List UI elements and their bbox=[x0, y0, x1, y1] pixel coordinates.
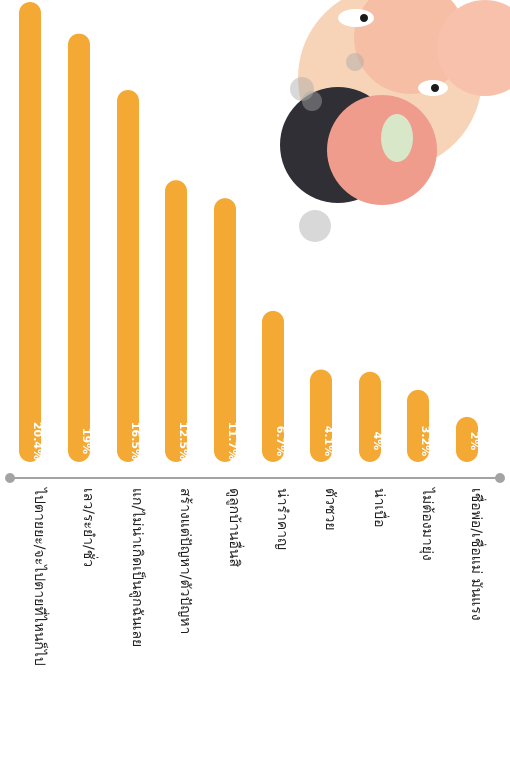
illustration-pupil-2 bbox=[431, 84, 439, 92]
bar-7 bbox=[359, 371, 381, 462]
category-label-8: ไม่ต้องมายุ่ง bbox=[419, 487, 436, 561]
illustration-second-face bbox=[354, 0, 466, 94]
bar-4 bbox=[214, 198, 236, 463]
illustration-third-face bbox=[437, 0, 510, 96]
category-label-9: เชื่อพ่อ/เชื่อแม่ มันแรง bbox=[468, 488, 486, 621]
illustration-eye-1 bbox=[338, 9, 374, 27]
category-label-6: ตัวซวย bbox=[322, 488, 338, 531]
category-labels-group: ไปตายยะ/จะไปตายที่ไหนก็ไป เลว/ระยำ/ชั่ว แก… bbox=[31, 487, 486, 666]
illustration-smoke-4 bbox=[346, 53, 364, 71]
axis-start-dot bbox=[5, 473, 15, 483]
value-label-5: 6.7% bbox=[274, 426, 287, 457]
illustration-smoke-3 bbox=[302, 91, 322, 111]
value-label-9: 2% bbox=[468, 432, 481, 451]
category-label-4: ดูลูกบ้านอื่นสิ bbox=[226, 488, 244, 567]
illustration-smoke-1 bbox=[299, 210, 331, 242]
bar-2 bbox=[117, 89, 139, 463]
category-label-0: ไปตายยะ/จะไปตายที่ไหนก็ไป bbox=[31, 487, 49, 666]
category-label-7: น่าเบื่อ bbox=[371, 488, 389, 528]
illustration-face bbox=[327, 95, 437, 205]
illustration-smoke-2 bbox=[290, 77, 314, 101]
bar-6 bbox=[310, 369, 332, 462]
value-label-4: 11.7% bbox=[226, 422, 239, 460]
axis-end-dot bbox=[495, 473, 505, 483]
value-labels-group: 20.4% 19% 16.5% 12.5% 11.7% 6.7% 4.1% 4% 3.2% 2% bbox=[31, 422, 481, 460]
value-label-2: 16.5% bbox=[129, 422, 142, 460]
value-label-8: 3.2% bbox=[419, 426, 432, 457]
value-label-1: 19% bbox=[80, 428, 93, 454]
value-label-7: 4% bbox=[371, 432, 384, 451]
bar-0 bbox=[19, 2, 41, 462]
bar-1 bbox=[68, 33, 90, 462]
illustration-pupil-1 bbox=[360, 14, 368, 22]
axis-group bbox=[5, 473, 505, 483]
value-label-0: 20.4% bbox=[31, 422, 44, 460]
bar-9 bbox=[456, 416, 478, 462]
value-label-3: 12.5% bbox=[177, 422, 190, 460]
illustration bbox=[280, 0, 510, 242]
category-label-2: แก/ไม่น่าเกิดเป็นลูกฉันเลย bbox=[129, 488, 147, 647]
illustration-cheek bbox=[381, 114, 413, 162]
category-label-1: เลว/ระยำ/ชั่ว bbox=[80, 488, 98, 567]
bar-8 bbox=[407, 389, 429, 462]
value-label-6: 4.1% bbox=[322, 426, 335, 457]
bar-3 bbox=[165, 180, 187, 462]
category-label-3: สร้างแต่ปัญหา/ตัวปัญหา bbox=[177, 488, 193, 634]
bar-5 bbox=[262, 310, 284, 462]
category-label-5: น่ารำคาญ bbox=[274, 488, 290, 550]
bars-group bbox=[19, 2, 478, 463]
